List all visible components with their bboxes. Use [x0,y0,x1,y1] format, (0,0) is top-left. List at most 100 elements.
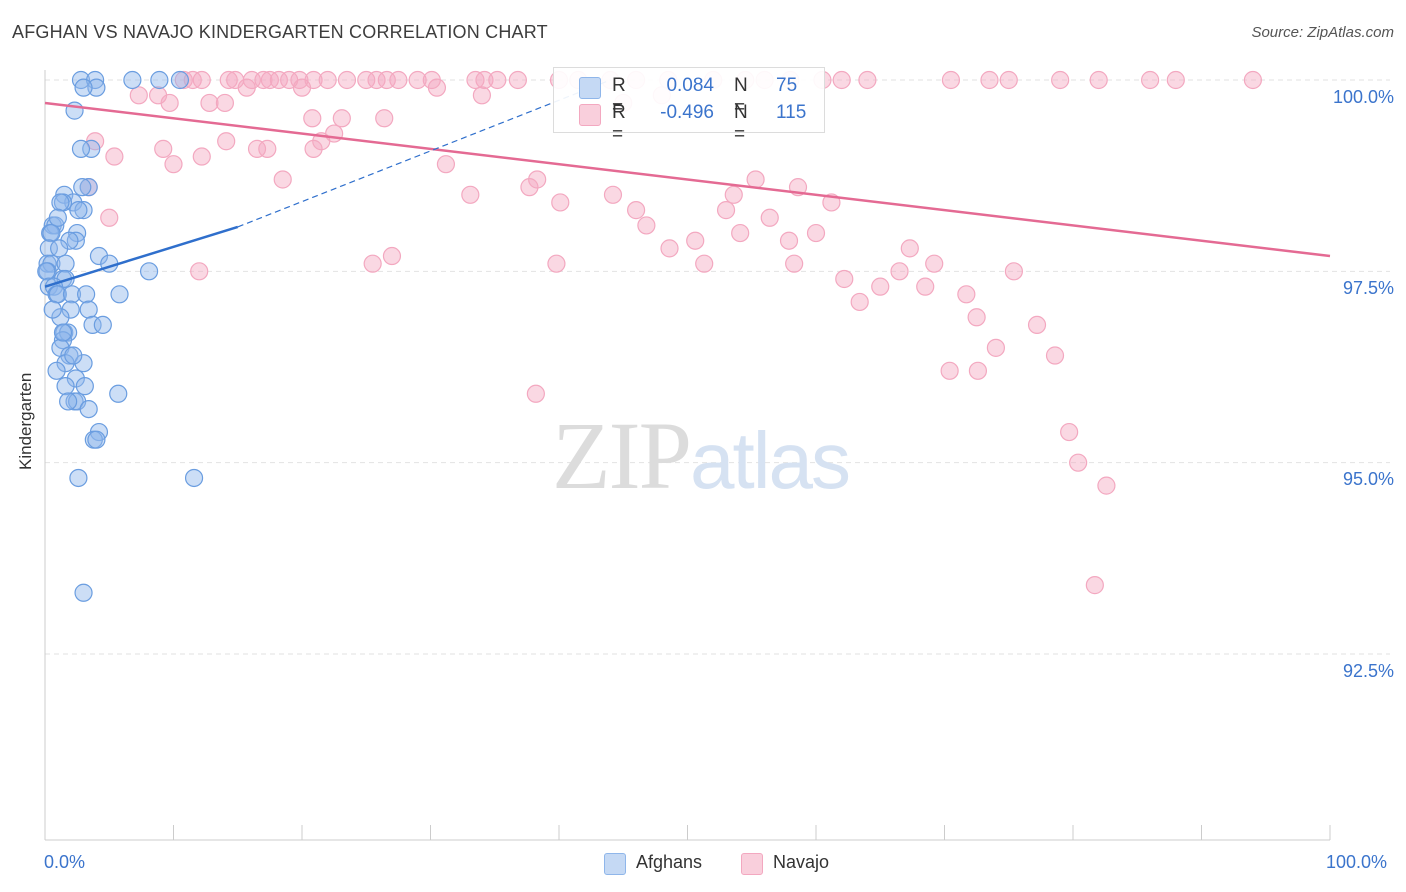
navajo-point [871,277,890,296]
afghan-point [38,254,57,273]
afghan-point [60,231,79,250]
y-tick-label: 95.0% [1342,469,1394,489]
afghan-point [87,430,106,449]
navajo-point [1045,346,1065,365]
navajo-point [660,239,679,258]
navajo-point [215,93,234,113]
afghan-point [184,468,204,488]
navajo-point [547,254,566,273]
navajo-legend-label: Navajo [773,852,830,872]
navajo-point [160,93,179,113]
navajo-point [217,132,236,151]
navajo-point [695,254,714,273]
navajo-point [1004,262,1023,281]
afghan-point [150,70,169,90]
navajo-point [190,262,209,281]
navajo-point [475,70,494,90]
afghan-point [73,178,92,197]
afghan-point [64,346,83,365]
navajo-point [461,185,480,204]
chart-title: AFGHAN VS NAVAJO KINDERGARTEN CORRELATIO… [12,22,548,42]
afghan-point [47,361,66,380]
afghan-point [82,139,101,158]
afghan-point [74,201,93,220]
navajo-point [337,70,357,90]
navajo-point [292,78,312,97]
afghan-point [71,139,91,158]
navajo-point [472,86,491,105]
afghan-point [39,239,58,258]
afghan-point [61,300,80,319]
navajo-point [1243,70,1263,90]
y-axis-label: Kindergarten [16,372,35,470]
afghan-point [170,70,190,90]
navajo-swatch [579,104,601,126]
y-tick-label: 97.5% [1342,278,1394,298]
navajo-point [1085,576,1104,595]
navajo-point [957,285,976,304]
navajo-point [382,246,402,266]
navajo-point [105,147,124,166]
afghan-point [87,78,106,97]
navajo-point [980,70,999,90]
navajo-point [258,139,277,158]
afghan-point [56,377,75,396]
source-label: Source: ZipAtlas.com [1251,24,1394,41]
afghan-point [74,78,93,97]
afghan-point [139,262,159,281]
afghan-point [68,223,87,243]
afghans-swatch [579,77,601,99]
afghan-point [69,201,88,220]
afghan-point [75,377,94,396]
navajo-point [1097,476,1116,495]
navajo-point [318,70,337,90]
navajo-point [367,70,386,90]
navajo-point [986,338,1006,357]
afghans-legend-label: Afghans [636,852,703,872]
navajo-trend-line [44,101,1331,258]
navajo-point [1166,70,1185,90]
navajo-point [363,254,382,273]
n-value: 75 [776,75,798,96]
afghan-point [79,178,98,197]
afghan-point [89,246,109,266]
afghan-point [51,308,70,327]
navajo-point [254,70,273,90]
navajo-point [968,361,988,380]
navajo-point [724,185,743,204]
navajo-point [637,216,656,235]
navajo-point [941,70,961,90]
navajo-point [273,170,292,189]
navajo-point [1140,70,1160,90]
n-label: N = [734,75,748,118]
afghan-point [83,315,102,335]
navajo-point [1089,70,1108,90]
navajo-point [940,361,959,380]
afghan-point [51,193,70,212]
afghan-point [93,315,112,335]
navajo-point [858,70,877,90]
navajo-point [247,139,267,158]
navajo-point [528,170,547,189]
watermark: ZIPatlas [552,400,851,511]
afghan-point [69,468,88,488]
navajo-point [686,231,705,250]
navajo-point [164,155,183,174]
r-label: R = [612,75,626,118]
afghan-point [79,399,98,419]
navajo-point [890,262,909,281]
afghan-point [109,384,128,403]
navajo-point [192,147,211,166]
navajo-point [408,70,427,90]
watermark-zip: ZIP [552,402,692,509]
afghan-point [53,323,73,342]
navajo-point [357,70,376,90]
y-tick-label: 92.5% [1342,661,1394,681]
navajo-point [806,223,826,243]
navajo-point [192,70,211,90]
afghan-point [59,392,78,411]
navajo-point [779,231,799,250]
navajo-point [332,109,351,128]
navajo-points [79,70,1263,595]
